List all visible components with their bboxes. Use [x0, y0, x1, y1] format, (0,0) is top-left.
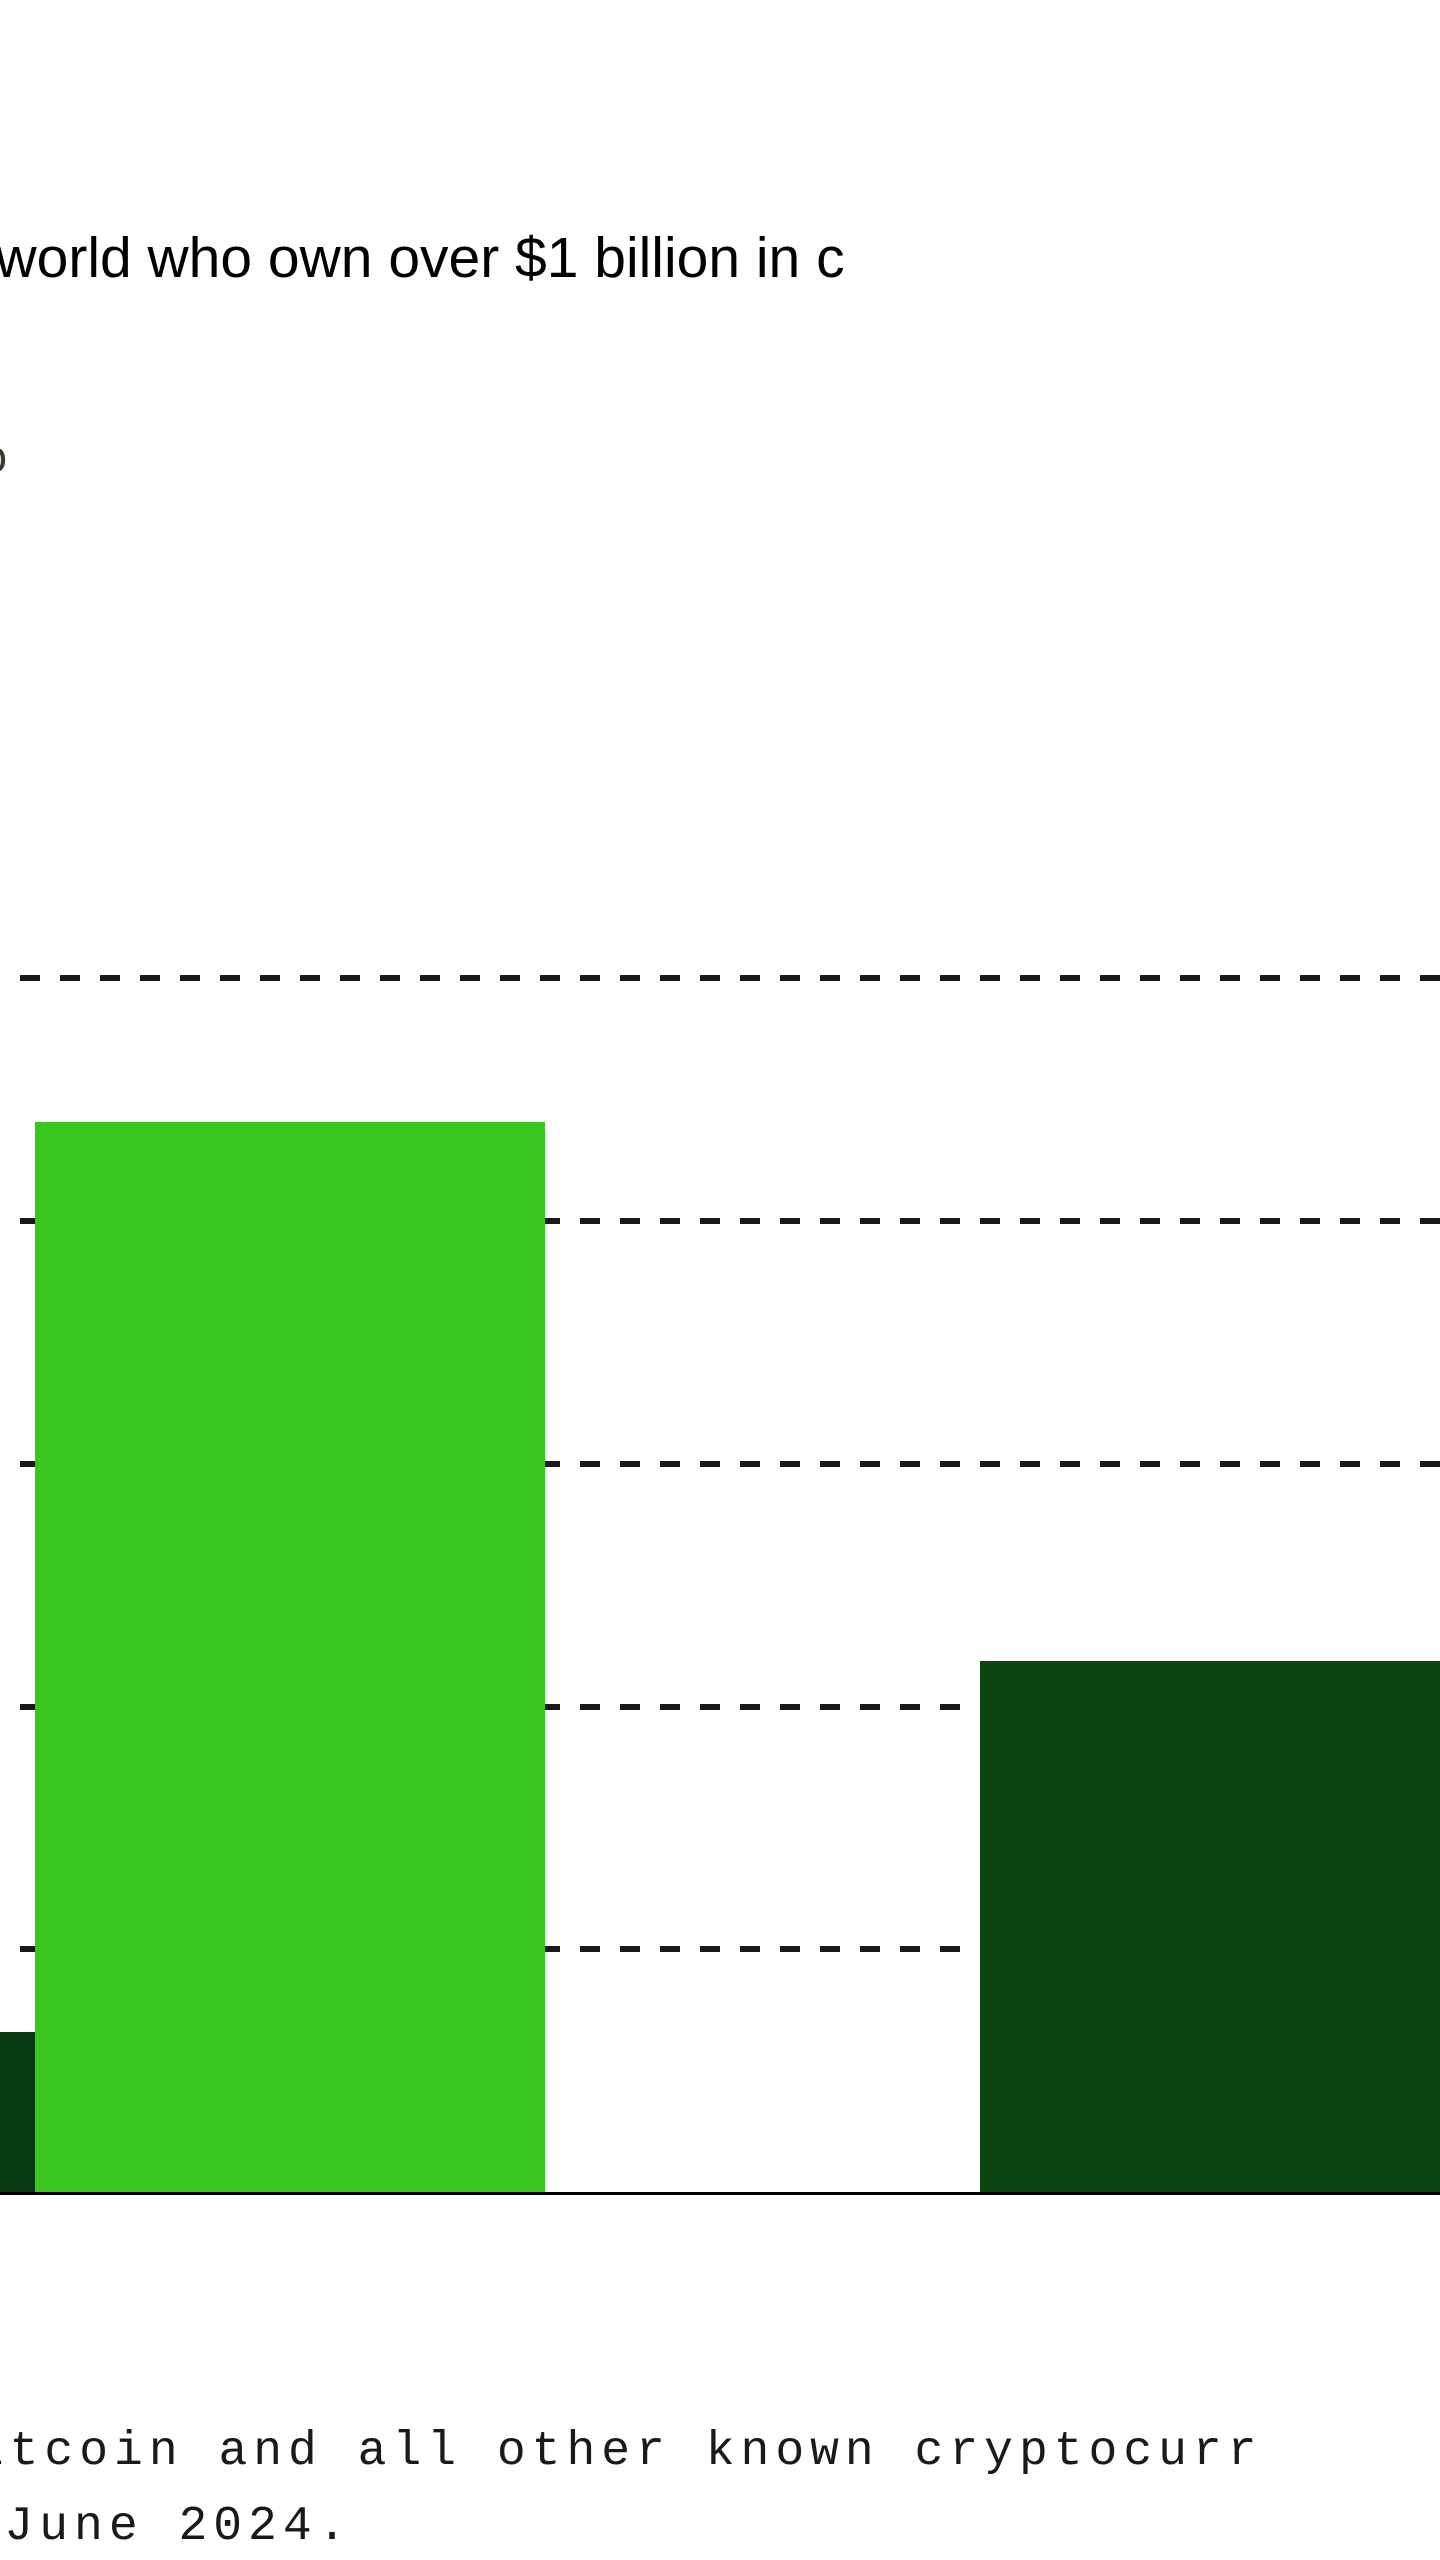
footer-line-1: Bitcoin and all other known cryptocurr — [0, 2425, 1263, 2479]
x-axis-baseline — [0, 2192, 1440, 2195]
legend-label-fragment: ypto — [0, 435, 8, 486]
gridline — [0, 975, 1440, 981]
bar-2024-dark-green — [980, 1661, 1440, 2195]
chart-area: 0232 — [0, 860, 1440, 2195]
chart-subtitle-fragment: le in the world who own over $1 billion … — [0, 225, 845, 291]
footer-line-2: 30 June 2024. — [0, 2500, 352, 2554]
bar-2023-bright-green — [35, 1122, 545, 2195]
plot-area — [0, 860, 1440, 2195]
bar-2023-left-dark — [0, 2032, 35, 2195]
